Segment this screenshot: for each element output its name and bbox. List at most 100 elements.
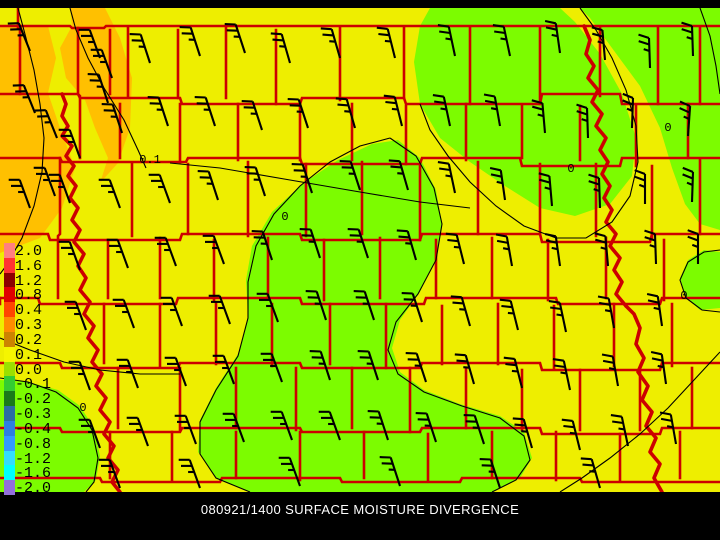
svg-text:0: 0	[680, 289, 687, 303]
wind-barb	[396, 229, 418, 261]
legend-label-13: -0.8	[15, 436, 52, 453]
wind-barb	[87, 73, 109, 104]
wind-barb	[7, 22, 31, 52]
wind-barb	[445, 232, 466, 265]
wind-barb	[538, 172, 554, 207]
wind-barb	[78, 418, 101, 449]
wind-barb	[251, 230, 273, 261]
state-border-line	[60, 24, 664, 492]
contour-label: 0	[567, 162, 574, 176]
wind-barb	[116, 358, 139, 389]
wind-barb	[644, 229, 658, 265]
wind-barb	[160, 296, 183, 327]
legend-label-9: -0.1	[15, 376, 52, 393]
legend-swatch-14	[4, 450, 15, 466]
legend-label-7: 0.1	[15, 347, 43, 364]
legend-swatch-9	[4, 376, 15, 392]
region-fill-green-se	[680, 250, 720, 310]
wind-barb	[432, 94, 452, 127]
wind-barb	[561, 418, 582, 451]
region-fill-orange	[0, 8, 132, 183]
region-fill-green-sw	[0, 380, 100, 492]
wind-barb	[98, 458, 121, 489]
wind-barb	[483, 93, 502, 127]
wind-barb	[129, 33, 151, 64]
wind-barb	[270, 410, 293, 441]
legend-label-11: -0.3	[15, 406, 52, 423]
wind-barb	[335, 97, 357, 129]
wind-barb	[401, 292, 423, 323]
wind-barb	[576, 103, 590, 139]
wind-barb	[454, 353, 476, 385]
footer-bar: 080921/1400 SURFACE MOISTURE DIVERGENCE	[0, 492, 720, 540]
legend-swatch-11	[4, 406, 15, 421]
wind-barb	[179, 26, 201, 57]
wind-barb	[610, 414, 630, 447]
wind-barb	[112, 298, 135, 329]
legend-label-15: -1.6	[15, 465, 52, 482]
contour-label: 0.1	[139, 153, 161, 167]
wind-barb	[479, 458, 501, 489]
wind-barb	[90, 48, 113, 79]
wind-barb	[34, 109, 58, 139]
legend-swatch-2	[4, 272, 15, 288]
wind-barb	[244, 166, 266, 197]
wind-barb	[544, 232, 562, 267]
wind-barb	[638, 33, 652, 69]
contour-label: 0	[281, 210, 288, 224]
wind-barb	[437, 24, 457, 57]
svg-text:0: 0	[664, 121, 671, 135]
legend-label-14: -1.2	[15, 451, 52, 468]
legend-swatch-15	[4, 465, 15, 481]
wind-barb	[318, 410, 341, 441]
wind-barb	[164, 356, 187, 387]
colorbar-legend[interactable]	[4, 243, 15, 496]
wind-barb	[58, 128, 81, 159]
wind-barb	[634, 169, 647, 204]
wind-barb	[681, 21, 695, 57]
wind-barb	[388, 159, 410, 191]
wind-barb	[278, 456, 301, 487]
wind-barb	[622, 92, 635, 129]
wind-barb	[588, 173, 602, 209]
wind-barb	[646, 292, 664, 327]
wind-barb	[682, 166, 695, 203]
wind-barb	[101, 103, 123, 134]
legend-label-6: 0.2	[15, 332, 43, 349]
legend-swatch-8	[4, 361, 15, 377]
map-canvas[interactable]: 0.1 0 0 0 0 0	[0, 8, 720, 492]
wind-barb	[68, 360, 91, 391]
wind-barb	[495, 233, 514, 267]
wind-barb	[405, 352, 427, 383]
contour-label: 0	[79, 401, 86, 415]
wind-barb	[499, 298, 520, 331]
legend-swatch-3	[4, 287, 15, 303]
wind-barb	[437, 161, 457, 194]
legend-swatch-10	[4, 391, 15, 407]
wind-barb	[367, 410, 389, 441]
wind-barb	[291, 163, 313, 194]
wind-barb	[601, 353, 620, 387]
wind-barb	[8, 178, 31, 209]
wind-barb	[379, 456, 401, 487]
wind-barb	[309, 350, 331, 381]
legend-label-12: -0.4	[15, 421, 52, 438]
svg-text:0: 0	[281, 210, 288, 224]
wind-barb	[98, 178, 121, 209]
wind-barb	[174, 414, 197, 445]
legend-label-16: -2.0	[15, 480, 52, 497]
wind-barb	[687, 229, 700, 264]
legend-label-8: 0.0	[15, 362, 43, 379]
wind-barb	[597, 295, 616, 329]
wind-barb	[222, 412, 245, 443]
legend-swatch-5	[4, 317, 15, 332]
wind-barb	[376, 26, 397, 59]
wind-barb	[194, 96, 216, 127]
legend-swatch-7	[4, 346, 15, 362]
region-fill-green-central	[198, 140, 532, 492]
legend-swatch-4	[4, 302, 15, 318]
wind-barb	[299, 228, 321, 259]
wind-barb	[463, 414, 485, 445]
wind-barb	[48, 173, 71, 204]
